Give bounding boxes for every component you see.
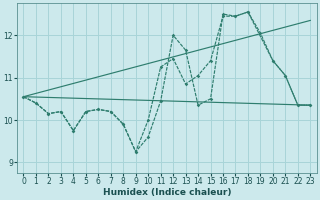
X-axis label: Humidex (Indice chaleur): Humidex (Indice chaleur) xyxy=(103,188,231,197)
